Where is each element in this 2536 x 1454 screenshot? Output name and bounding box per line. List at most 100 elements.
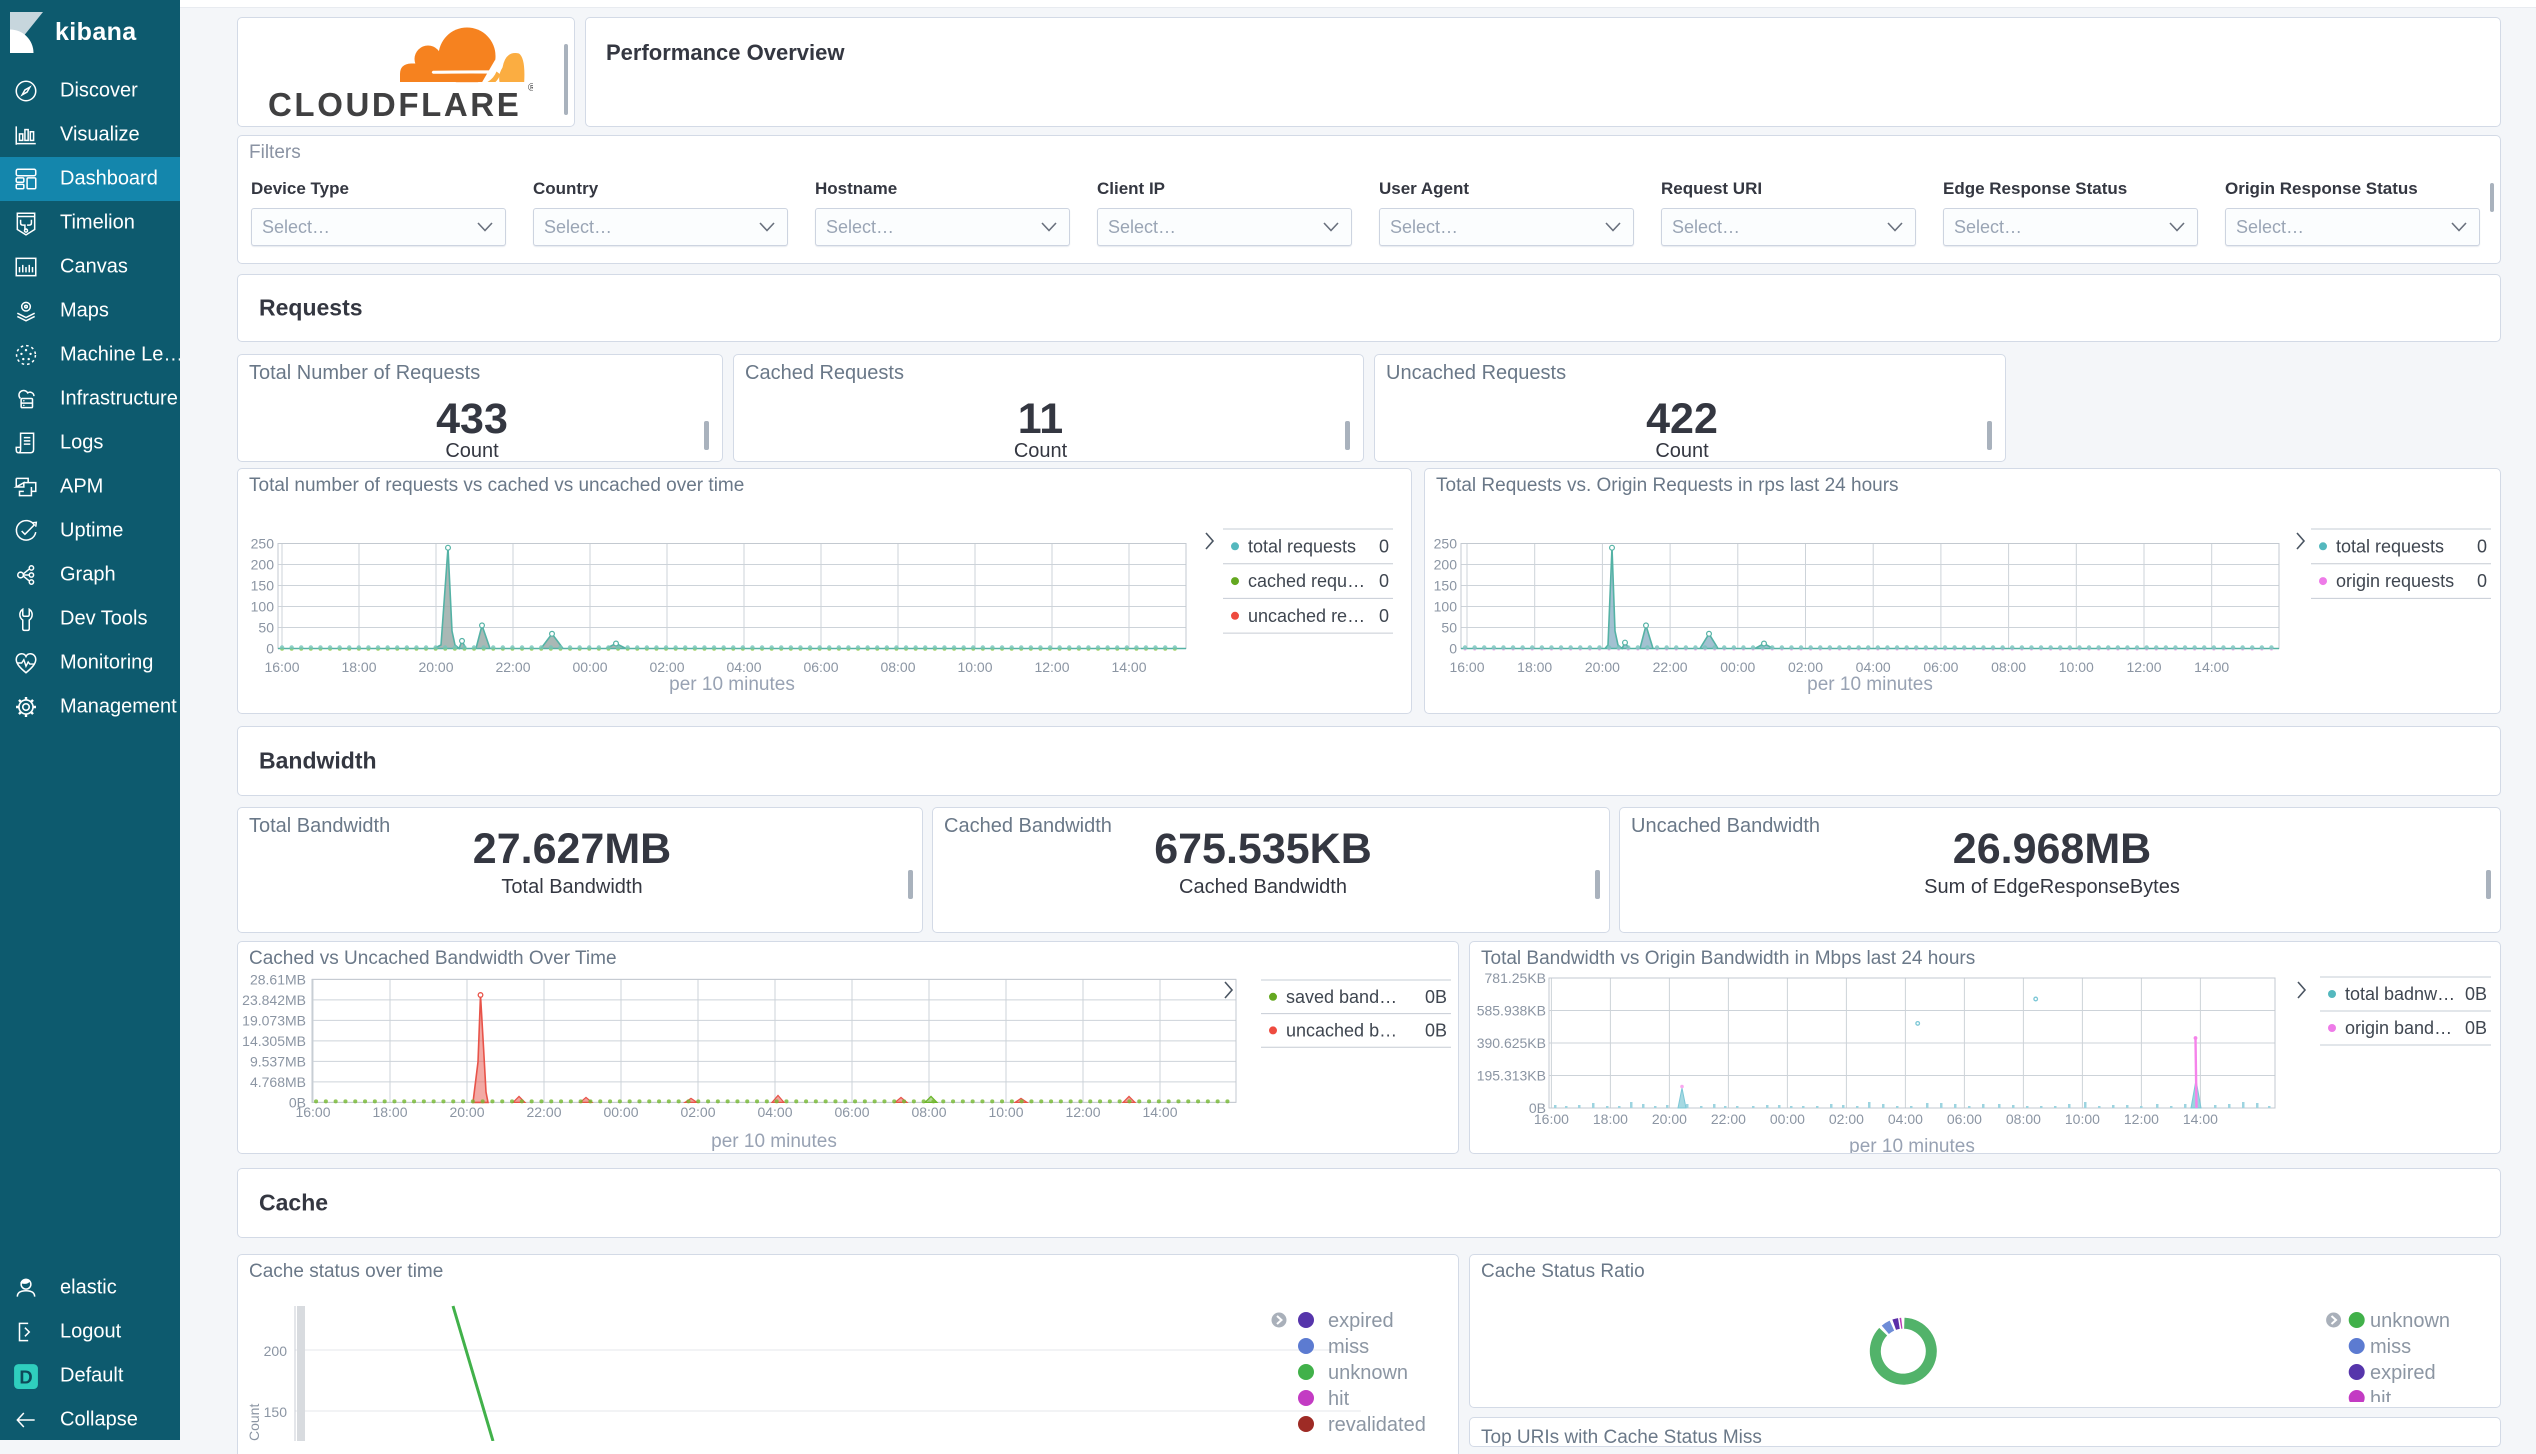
- svg-text:00:00: 00:00: [603, 1104, 638, 1120]
- svg-text:20:00: 20:00: [418, 659, 453, 675]
- svg-text:0B: 0B: [1425, 1020, 1447, 1040]
- svg-text:150: 150: [264, 1404, 288, 1420]
- svg-text:390.625KB: 390.625KB: [1477, 1035, 1546, 1051]
- svg-text:100: 100: [1434, 599, 1458, 615]
- svg-text:16:00: 16:00: [1534, 1111, 1569, 1127]
- svg-text:0: 0: [1449, 641, 1457, 657]
- svg-text:00:00: 00:00: [1720, 659, 1755, 675]
- svg-text:04:00: 04:00: [1888, 1111, 1923, 1127]
- svg-text:12:00: 12:00: [2124, 1111, 2159, 1127]
- svg-text:04:00: 04:00: [726, 659, 761, 675]
- svg-text:585.938KB: 585.938KB: [1477, 1003, 1546, 1019]
- svg-text:0: 0: [1379, 536, 1389, 556]
- svg-text:expired: expired: [1328, 1310, 1394, 1332]
- svg-text:250: 250: [251, 536, 275, 552]
- svg-text:20:00: 20:00: [1652, 1111, 1687, 1127]
- svg-text:200: 200: [251, 557, 275, 573]
- svg-text:22:00: 22:00: [495, 659, 530, 675]
- svg-text:200: 200: [1434, 557, 1458, 573]
- svg-text:origin requests: origin requests: [2336, 571, 2454, 591]
- svg-text:14.305MB: 14.305MB: [242, 1033, 306, 1049]
- svg-text:14:00: 14:00: [1142, 1104, 1177, 1120]
- svg-text:00:00: 00:00: [1770, 1111, 1805, 1127]
- svg-text:0B: 0B: [1425, 987, 1447, 1007]
- svg-text:miss: miss: [1328, 1336, 1369, 1358]
- svg-text:04:00: 04:00: [1856, 659, 1891, 675]
- svg-text:18:00: 18:00: [372, 1104, 407, 1120]
- svg-text:0: 0: [2477, 571, 2487, 591]
- svg-text:18:00: 18:00: [341, 659, 376, 675]
- svg-text:12:00: 12:00: [2126, 659, 2161, 675]
- svg-text:per 10 minutes: per 10 minutes: [669, 674, 795, 695]
- svg-text:28.61MB: 28.61MB: [250, 971, 306, 987]
- svg-text:CLOUDFLARE: CLOUDFLARE: [268, 86, 521, 120]
- svg-text:14:00: 14:00: [2194, 659, 2229, 675]
- svg-text:50: 50: [258, 620, 274, 636]
- svg-text:total requests: total requests: [1248, 536, 1356, 556]
- svg-text:0: 0: [1379, 606, 1389, 626]
- svg-text:02:00: 02:00: [680, 1104, 715, 1120]
- svg-text:22:00: 22:00: [526, 1104, 561, 1120]
- svg-text:18:00: 18:00: [1593, 1111, 1628, 1127]
- svg-text:per 10 minutes: per 10 minutes: [711, 1131, 837, 1152]
- svg-text:08:00: 08:00: [1991, 659, 2026, 675]
- svg-text:04:00: 04:00: [757, 1104, 792, 1120]
- svg-text:100: 100: [251, 599, 275, 615]
- svg-text:16:00: 16:00: [264, 659, 299, 675]
- svg-text:20:00: 20:00: [1585, 659, 1620, 675]
- svg-text:22:00: 22:00: [1653, 659, 1688, 675]
- svg-text:expired: expired: [2370, 1362, 2436, 1384]
- svg-text:0B: 0B: [1529, 1100, 1546, 1116]
- svg-text:4.768MB: 4.768MB: [250, 1074, 306, 1090]
- svg-text:per 10 minutes: per 10 minutes: [1849, 1136, 1975, 1153]
- svg-text:00:00: 00:00: [572, 659, 607, 675]
- svg-text:0B: 0B: [2465, 984, 2487, 1004]
- svg-text:saved band…: saved band…: [1286, 987, 1397, 1007]
- svg-text:02:00: 02:00: [1788, 659, 1823, 675]
- svg-text:06:00: 06:00: [1923, 659, 1958, 675]
- svg-text:06:00: 06:00: [834, 1104, 869, 1120]
- svg-text:50: 50: [1441, 620, 1457, 636]
- svg-text:12:00: 12:00: [1065, 1104, 1100, 1120]
- svg-text:total requests: total requests: [2336, 536, 2444, 556]
- svg-text:per 10 minutes: per 10 minutes: [1807, 674, 1933, 695]
- svg-text:16:00: 16:00: [295, 1104, 330, 1120]
- svg-text:total badnw…: total badnw…: [2345, 984, 2455, 1004]
- svg-text:0B: 0B: [289, 1094, 306, 1110]
- svg-text:250: 250: [1434, 536, 1458, 552]
- svg-text:10:00: 10:00: [2065, 1111, 2100, 1127]
- svg-text:uncached b…: uncached b…: [1286, 1020, 1397, 1040]
- svg-text:unknown: unknown: [2370, 1310, 2450, 1332]
- svg-text:Count: Count: [246, 1404, 262, 1441]
- svg-text:20:00: 20:00: [449, 1104, 484, 1120]
- svg-text:02:00: 02:00: [1829, 1111, 1864, 1127]
- svg-text:150: 150: [1434, 578, 1458, 594]
- svg-text:0: 0: [266, 641, 274, 657]
- svg-text:14:00: 14:00: [2183, 1111, 2218, 1127]
- svg-text:cached requ…: cached requ…: [1248, 571, 1365, 591]
- svg-text:200: 200: [264, 1343, 288, 1359]
- svg-text:®: ®: [528, 82, 533, 94]
- svg-text:195.313KB: 195.313KB: [1477, 1068, 1546, 1084]
- svg-text:781.25KB: 781.25KB: [1485, 970, 1547, 986]
- svg-text:150: 150: [251, 578, 275, 594]
- svg-text:revalidated: revalidated: [1328, 1414, 1426, 1436]
- svg-text:hit: hit: [2370, 1388, 2392, 1402]
- svg-text:02:00: 02:00: [649, 659, 684, 675]
- svg-text:0B: 0B: [2465, 1018, 2487, 1038]
- svg-text:unknown: unknown: [1328, 1362, 1408, 1384]
- svg-text:9.537MB: 9.537MB: [250, 1053, 306, 1069]
- svg-text:10:00: 10:00: [988, 1104, 1023, 1120]
- svg-text:08:00: 08:00: [880, 659, 915, 675]
- svg-text:10:00: 10:00: [957, 659, 992, 675]
- svg-text:miss: miss: [2370, 1336, 2411, 1358]
- svg-text:08:00: 08:00: [911, 1104, 946, 1120]
- svg-text:0: 0: [2477, 536, 2487, 556]
- svg-text:08:00: 08:00: [2006, 1111, 2041, 1127]
- svg-text:18:00: 18:00: [1517, 659, 1552, 675]
- svg-text:hit: hit: [1328, 1388, 1350, 1410]
- svg-text:22:00: 22:00: [1711, 1111, 1746, 1127]
- svg-text:10:00: 10:00: [2059, 659, 2094, 675]
- svg-text:uncached re…: uncached re…: [1248, 606, 1365, 626]
- svg-text:D: D: [19, 1367, 32, 1388]
